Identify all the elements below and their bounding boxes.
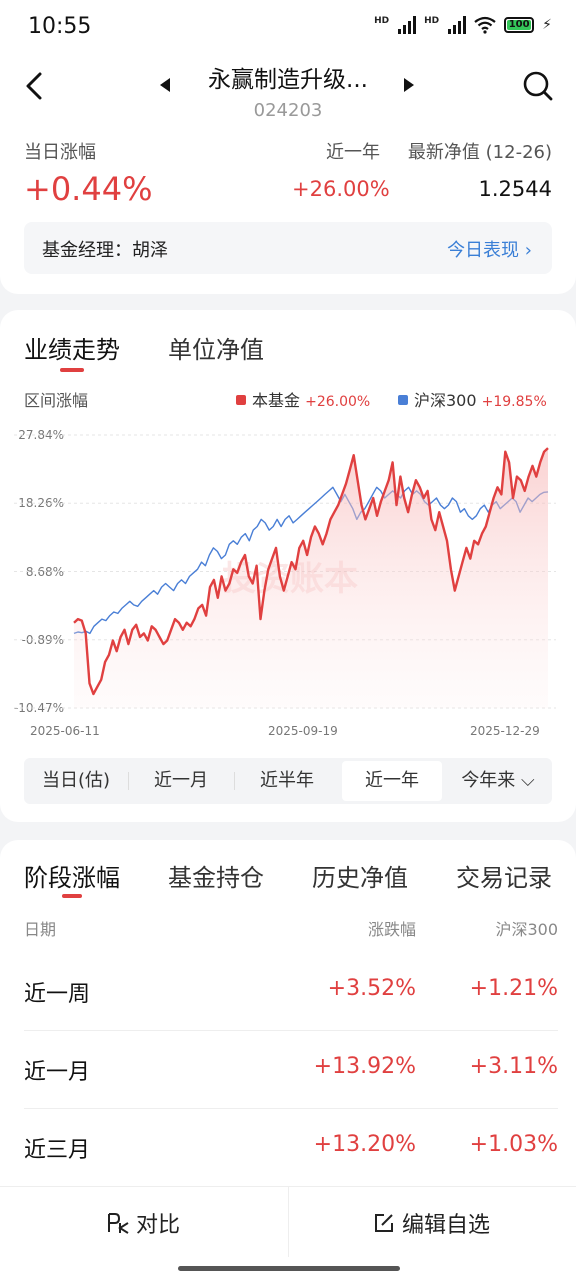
- charging-icon: ⚡: [542, 17, 552, 33]
- index-series-line: [73, 486, 549, 635]
- x-tick-label: 2025-12-29: [470, 724, 540, 738]
- tab-performance-trend[interactable]: 业绩走势: [24, 336, 120, 364]
- day-change-value: +0.44%: [24, 170, 153, 208]
- battery-icon: 100: [504, 17, 535, 33]
- next-fund-icon[interactable]: [404, 78, 414, 92]
- x-tick-label: 2025-09-19: [268, 724, 338, 738]
- day-change-label: 当日涨幅: [24, 142, 96, 163]
- stage-tab-indicator: [62, 894, 82, 898]
- legend-fund: 本基金 +26.00%: [236, 387, 370, 411]
- performance-chart-card: 业绩走势 单位净值 区间涨幅 本基金 +26.00% 沪深300 +19.85%…: [0, 310, 576, 822]
- table-row[interactable]: 近一月 +13.92% +3.11%: [24, 1030, 558, 1109]
- table-row[interactable]: 近三月 +13.20% +1.03%: [24, 1132, 558, 1163]
- status-bar: 10:55 HD HD 100 ⚡: [0, 0, 576, 56]
- pk-icon: [108, 1213, 129, 1234]
- tab-trade-records[interactable]: 交易记录: [456, 864, 552, 892]
- compare-button[interactable]: 对比: [106, 1207, 180, 1239]
- period-option[interactable]: 近一月: [154, 770, 208, 791]
- period-option[interactable]: 近半年: [260, 770, 314, 791]
- x-tick-label: 2025-06-11: [30, 724, 100, 738]
- manager-bar[interactable]: 基金经理：胡泽 今日表现 ›: [24, 222, 552, 274]
- tab-active-indicator: [60, 368, 84, 372]
- fund-area-fill: [74, 448, 548, 708]
- y-tick-label: 27.84%: [18, 428, 64, 442]
- one-year-value: +26.00%: [292, 177, 390, 201]
- bottom-action-bar: 对比 编辑自选: [0, 1186, 576, 1281]
- period-option[interactable]: 今年来 ⌵: [461, 770, 535, 791]
- tab-fund-holdings[interactable]: 基金持仓: [168, 864, 264, 892]
- manager-label: 基金经理：胡泽: [42, 240, 168, 261]
- prev-fund-icon[interactable]: [160, 78, 170, 92]
- fund-code: 024203: [253, 100, 323, 121]
- nav-label: 最新净值 (12-26): [407, 142, 552, 163]
- legend-index: 沪深300 +19.85%: [398, 387, 547, 411]
- fund-title-area: 永赢制造升级... 024203: [150, 60, 426, 121]
- y-tick-label: 18.26%: [18, 496, 64, 511]
- bottom-divider: [288, 1187, 289, 1257]
- col-index: 沪深300: [495, 920, 558, 939]
- legend-fund-swatch: [236, 395, 246, 405]
- fund-header: 永赢制造升级... 024203 当日涨幅 近一年 最新净值 (12-26) +…: [0, 56, 576, 294]
- period-divider: [234, 772, 235, 790]
- tab-stage-change[interactable]: 阶段涨幅: [24, 864, 120, 892]
- chevron-right-icon: ›: [524, 240, 532, 261]
- signal-icon-2: [448, 16, 467, 34]
- status-time: 10:55: [28, 14, 92, 39]
- col-date: 日期: [24, 920, 57, 939]
- nav-value: 1.2544: [478, 177, 552, 201]
- tab-history-nav[interactable]: 历史净值: [312, 864, 408, 892]
- col-change: 涨跌幅: [367, 920, 416, 939]
- one-year-label: 近一年: [326, 142, 380, 163]
- tab-unit-nav[interactable]: 单位净值: [168, 336, 264, 364]
- search-icon[interactable]: [522, 70, 554, 102]
- period-selector: 当日(估) 近一月 近半年 近一年 今年来 ⌵: [24, 758, 552, 804]
- fund-series-line: [73, 447, 549, 696]
- period-option[interactable]: 近一年: [342, 761, 442, 801]
- hd-icon-2: HD: [424, 16, 440, 26]
- y-tick-label: -0.89%: [21, 632, 64, 647]
- fund-title: 永赢制造升级...: [208, 67, 368, 93]
- period-divider: [128, 772, 129, 790]
- wifi-icon: [474, 16, 496, 34]
- signal-icon: [398, 16, 417, 34]
- table-row[interactable]: 近一周 +3.52% +1.21%: [24, 952, 558, 1031]
- hd-icon: HD: [374, 16, 390, 26]
- legend-index-swatch: [398, 395, 408, 405]
- back-icon[interactable]: [22, 68, 50, 104]
- status-icons: HD HD 100 ⚡: [374, 16, 552, 34]
- edit-icon: [375, 1214, 393, 1232]
- home-indicator[interactable]: [178, 1266, 400, 1271]
- range-change-label: 区间涨幅: [24, 391, 89, 410]
- today-performance-link[interactable]: 今日表现 ›: [447, 240, 532, 261]
- performance-line-chart[interactable]: 投资账本: [0, 310, 576, 750]
- edit-watchlist-button[interactable]: 编辑自选: [372, 1207, 490, 1239]
- period-option[interactable]: 当日(估): [41, 770, 111, 791]
